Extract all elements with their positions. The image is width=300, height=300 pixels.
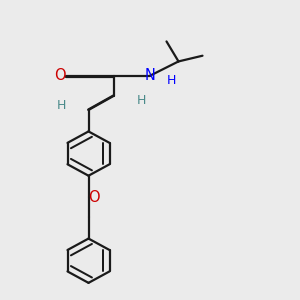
Text: H: H	[57, 99, 66, 112]
Text: H: H	[136, 94, 146, 107]
Text: N: N	[145, 68, 155, 83]
Text: O: O	[88, 190, 100, 205]
Text: H: H	[167, 74, 176, 87]
Text: O: O	[54, 68, 66, 83]
